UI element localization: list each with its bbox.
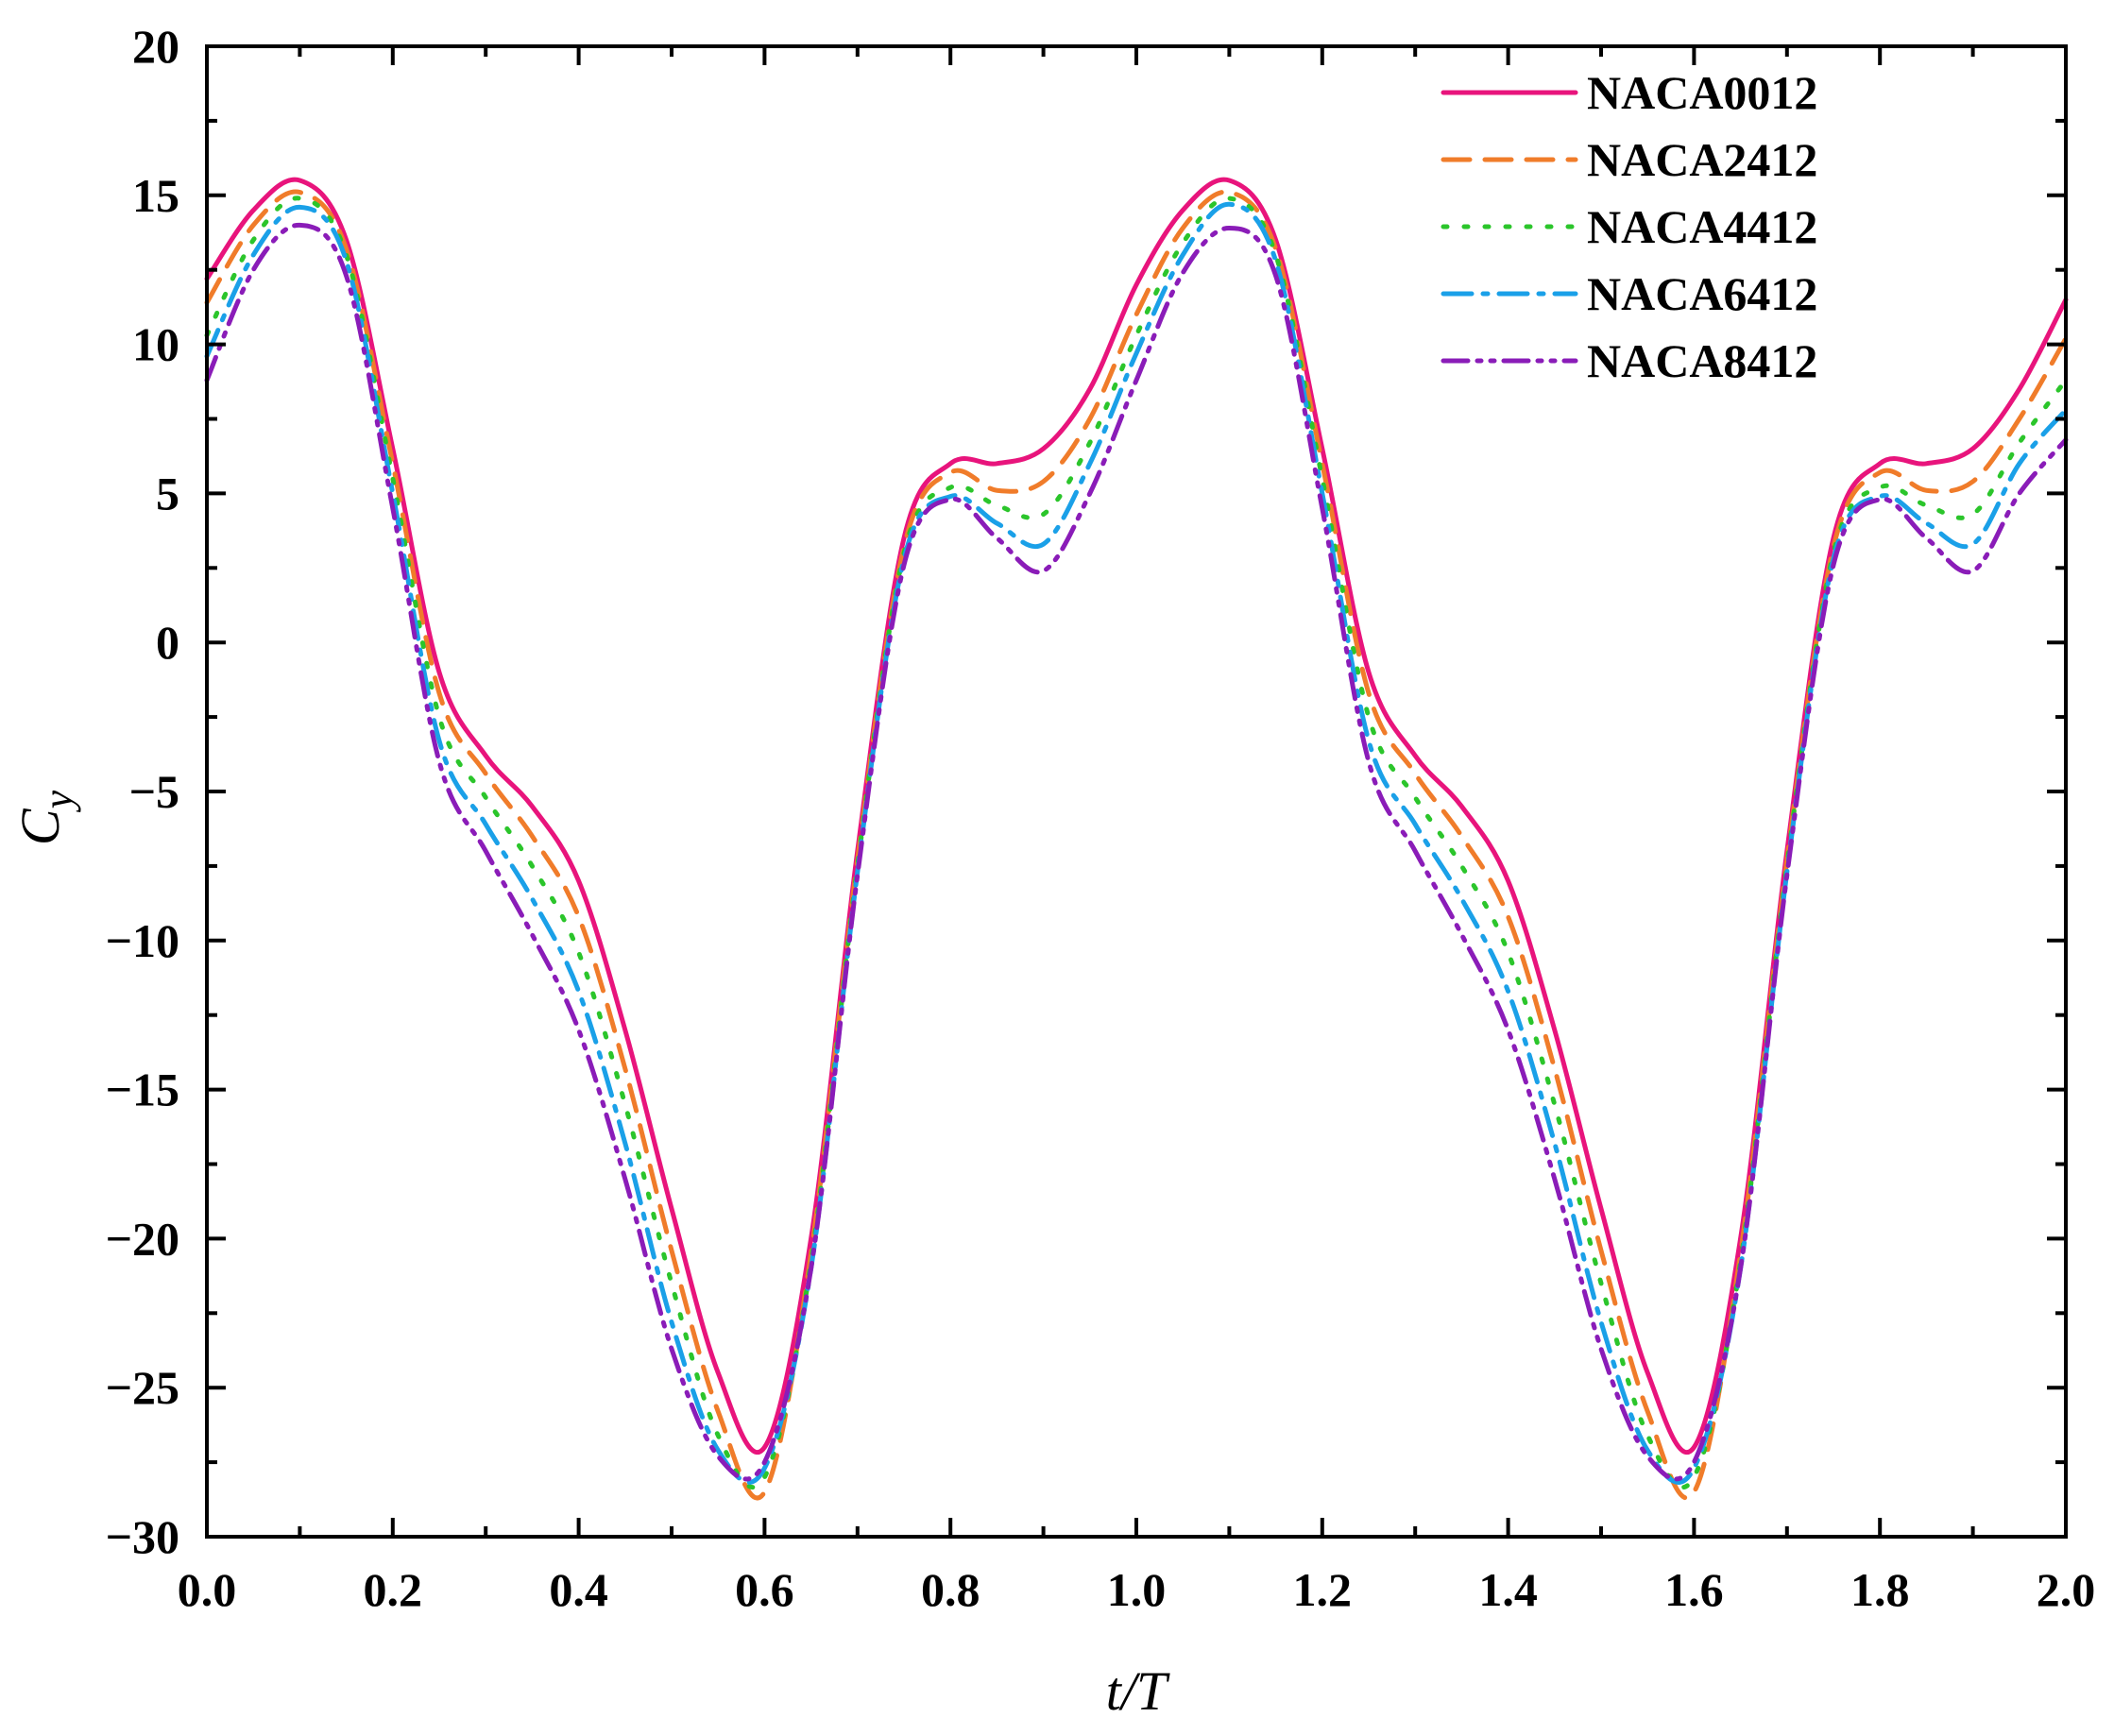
legend-label-naca8412: NACA8412 [1587,334,1817,387]
x-axis-ticks: 0.0 0.2 0.4 0.6 0.8 1.0 1.2 1.4 1.6 1.8 2.0 [178,46,2096,1616]
y-axis-label-main: C [9,808,71,845]
y-tick-label: −30 [106,1510,180,1563]
x-tick-label: 0.2 [364,1563,423,1616]
x-tick-label: 0.8 [921,1563,980,1616]
y-tick-label: 10 [132,318,179,371]
y-tick-label: 15 [132,169,179,222]
x-tick-label: 1.0 [1107,1563,1167,1616]
y-axis-label-sub: y [35,790,81,812]
legend-label-naca6412: NACA6412 [1587,267,1817,320]
y-tick-label: 5 [156,467,179,519]
legend: NACA0012 NACA2412 NACA4412 NACA6412 NACA8412 [1441,66,1817,387]
x-tick-label: 2.0 [2037,1563,2096,1616]
y-tick-label: 0 [156,616,179,669]
series-line-naca6412 [204,201,2069,1485]
y-axis-ticks: −30 −25 −20 −15 −10 −5 0 5 10 15 20 [106,20,2066,1563]
x-tick-label: 0.0 [178,1563,237,1616]
series-line-naca8412 [204,222,2069,1482]
legend-label-naca0012: NACA0012 [1587,66,1817,119]
x-axis-label: t/T [1106,1660,1170,1722]
x-tick-label: 1.4 [1478,1563,1538,1616]
legend-label-naca4412: NACA4412 [1587,200,1817,253]
x-tick-label: 0.4 [549,1563,608,1616]
x-tick-label: 1.6 [1664,1563,1724,1616]
y-tick-label: −5 [129,765,180,818]
y-tick-label: −25 [106,1361,180,1414]
y-tick-label: −20 [106,1212,180,1265]
y-tick-label: −15 [106,1064,180,1116]
series-layer [204,177,2069,1501]
y-tick-label: 20 [132,20,179,73]
x-tick-label: 1.8 [1850,1563,1910,1616]
y-tick-label: −10 [106,914,180,967]
x-tick-label: 1.2 [1293,1563,1353,1616]
x-tick-label: 0.6 [735,1563,794,1616]
legend-label-naca2412: NACA2412 [1587,133,1817,186]
y-axis-label: Cy [9,790,81,845]
